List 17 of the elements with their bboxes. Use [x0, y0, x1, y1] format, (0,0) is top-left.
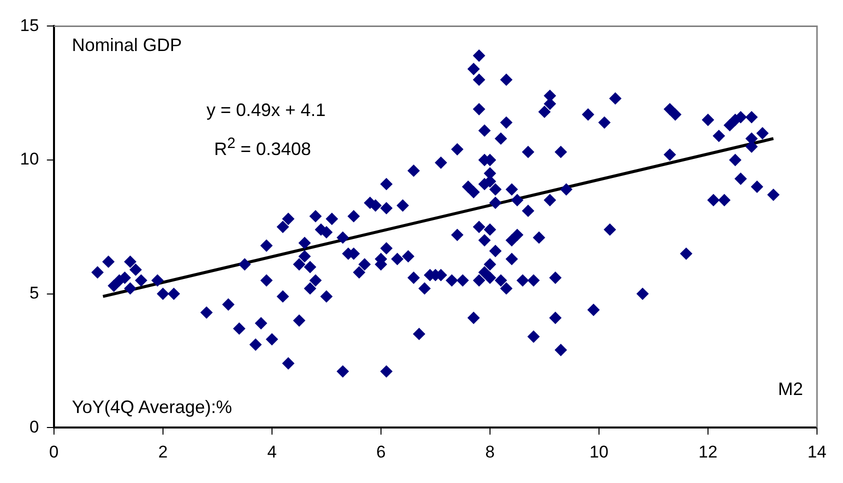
x-tick-label: 14 — [808, 442, 826, 462]
x-tick-label: 10 — [590, 442, 608, 462]
y-axis-title: Nominal GDP — [72, 35, 182, 56]
x-tick-label: 8 — [485, 442, 495, 462]
x-tick-label: 12 — [698, 442, 718, 462]
x-axis-title: M2 — [778, 378, 803, 399]
x-tick-label: 0 — [49, 442, 59, 462]
x-tick-label: 6 — [376, 442, 386, 462]
x-tick-label: 4 — [267, 442, 277, 462]
annotation: y = 0.49x + 4.1 — [206, 100, 326, 120]
y-tick-label: 5 — [29, 283, 39, 302]
y-tick-label: 15 — [20, 16, 39, 35]
annotation: YoY(4Q Average):% — [72, 396, 232, 417]
y-tick-label: 0 — [29, 417, 39, 436]
annotation: R$^{2}$ = 0.3408 — [214, 135, 312, 160]
y-tick-label: 10 — [20, 150, 39, 169]
x-tick-label: 2 — [158, 442, 168, 462]
